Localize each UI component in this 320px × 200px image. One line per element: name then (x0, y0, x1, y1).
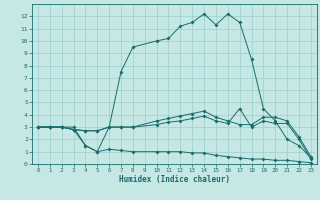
X-axis label: Humidex (Indice chaleur): Humidex (Indice chaleur) (119, 175, 230, 184)
